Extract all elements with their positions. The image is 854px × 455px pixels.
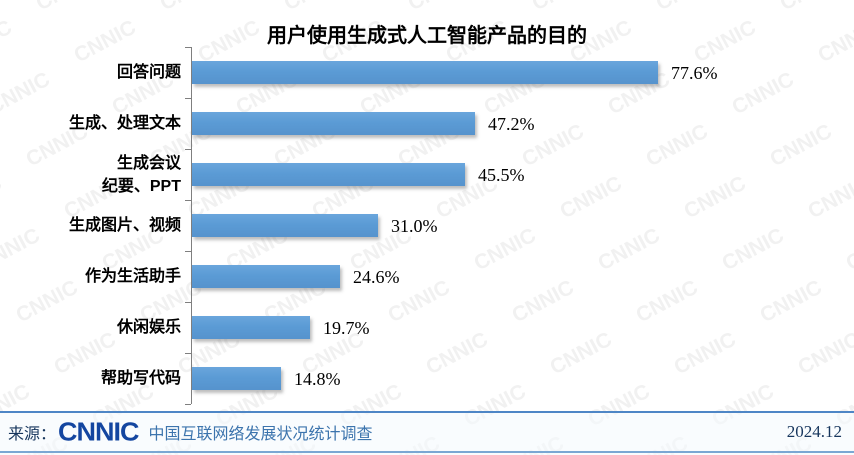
value-label: 31.0%	[391, 216, 438, 236]
report-date: 2024.12	[786, 422, 842, 441]
footer-bar: 来源： CNNIC 中国互联网络发展状况统计调查 2024.12	[0, 411, 854, 455]
chart-title: 用户使用生成式人工智能产品的目的	[267, 25, 587, 47]
value-label: 47.2%	[488, 114, 535, 134]
axis-tick	[185, 302, 191, 303]
axis-tick	[185, 47, 191, 48]
bar	[192, 61, 658, 84]
value-label: 24.6%	[353, 267, 400, 287]
axis-tick	[185, 353, 191, 354]
axis-tick	[185, 200, 191, 201]
category-label: 回答问题	[116, 64, 181, 82]
bar	[192, 163, 465, 186]
category-label: 休闲娱乐	[116, 319, 181, 337]
bar	[192, 214, 378, 237]
category-label: 作为生活助手	[84, 268, 181, 286]
axis-tick	[185, 149, 191, 150]
value-label: 45.5%	[478, 165, 525, 185]
cnnic-logo: CNNIC	[58, 417, 139, 446]
bar	[192, 367, 281, 390]
axis-tick	[185, 404, 191, 405]
value-label: 14.8%	[294, 369, 341, 389]
value-label: 19.7%	[323, 318, 370, 338]
footer-bottom-line	[0, 451, 854, 453]
bar	[192, 265, 340, 288]
bar	[192, 316, 310, 339]
category-label: 生成图片、视频	[68, 217, 181, 235]
survey-name: 中国互联网络发展状况统计调查	[148, 426, 373, 443]
source-label: 来源：	[8, 426, 57, 443]
bar	[192, 112, 475, 135]
axis-tick	[185, 251, 191, 252]
axis-tick	[185, 98, 191, 99]
category-label: 帮助写代码	[100, 370, 181, 388]
y-axis-line	[191, 47, 192, 404]
value-label: 77.6%	[671, 63, 718, 83]
category-label: 生成、处理文本	[68, 115, 181, 133]
category-label: 生成会议 纪要、PPT	[101, 154, 181, 195]
